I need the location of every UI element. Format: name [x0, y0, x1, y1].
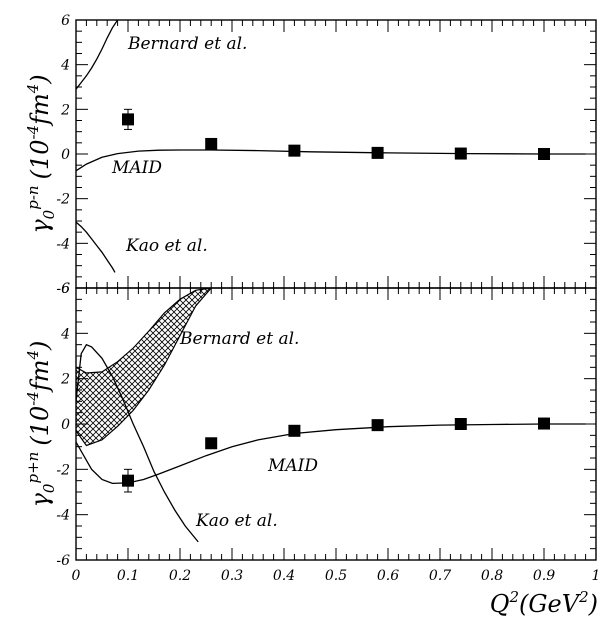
- annotation-maid-bottom: MAID: [267, 456, 318, 476]
- data-point: [454, 418, 467, 430]
- y-tick-label-top: 0: [61, 147, 70, 163]
- data-point: [205, 137, 218, 150]
- x-tick-label: 0.5: [325, 568, 347, 584]
- curve-bernard-et-al: [76, 20, 119, 90]
- annotation-bernard-top: Bernard et al.: [127, 34, 247, 54]
- top-panel: -6 -4 -2 0 2 4 6 Bernard et al. MAID Kao et al…: [24, 13, 597, 297]
- data-point: [205, 437, 218, 450]
- data-point: [371, 146, 384, 159]
- data-point: [538, 148, 550, 160]
- x-tick-label: 0.1: [117, 568, 139, 584]
- data-point: [288, 144, 301, 157]
- y-tick-label-top: 6: [61, 13, 70, 29]
- data-point: [371, 419, 384, 432]
- y-axis-label-bottom: γ0p+n(10-4fm4): [24, 341, 58, 508]
- x-tick-label: 1: [592, 568, 601, 584]
- annotation-kao-top: Kao et al.: [125, 236, 208, 256]
- x-tick-label: 0: [72, 568, 81, 584]
- data-point: [288, 424, 301, 437]
- data-point: [454, 147, 467, 160]
- y-tick-label-bot: 6: [61, 281, 70, 297]
- curve-kao-et-al: [76, 343, 199, 543]
- curve-maid: [76, 423, 586, 485]
- y-tick-label-bot: 2: [60, 372, 70, 388]
- data-point: [122, 474, 134, 487]
- y-tick-label-top: -2: [56, 192, 70, 208]
- data-point: [538, 417, 550, 430]
- x-tick-label: 0.9: [533, 568, 555, 584]
- y-axis-label-top: γ0p-n(10-4fm4): [24, 74, 58, 233]
- y-tick-label-top: -4: [56, 236, 70, 252]
- x-tick-label: 0.4: [273, 568, 295, 584]
- annotation-bernard-bottom: Bernard et al.: [179, 329, 299, 349]
- y-tick-label-bot: -4: [56, 508, 70, 524]
- y-tick-label-bot: 4: [60, 326, 70, 342]
- curve-maid: [76, 149, 586, 172]
- y-tick-label-bot: -6: [56, 553, 70, 569]
- x-axis-label: Q2(GeV2): [490, 588, 598, 618]
- band-bernard: [76, 288, 212, 447]
- data-point: [122, 113, 134, 126]
- y-tick-label-top: 2: [60, 102, 70, 118]
- x-tick-label: 0.7: [429, 568, 451, 584]
- y-tick-label-top: -6: [56, 281, 70, 297]
- y-tick-label-top: 4: [60, 58, 70, 74]
- x-tick-label: 0.8: [481, 568, 503, 584]
- x-tick-label: 0.6: [377, 568, 399, 584]
- curve-kao-et-al: [76, 221, 116, 273]
- y-tick-label-bot: 0: [61, 417, 70, 433]
- annotation-maid-top: MAID: [111, 158, 162, 178]
- x-tick-label: 0.2: [169, 568, 191, 584]
- annotation-kao-bottom: Kao et al.: [195, 511, 278, 531]
- x-tick-label: 0.3: [221, 568, 243, 584]
- y-tick-label-bot: -2: [56, 462, 70, 478]
